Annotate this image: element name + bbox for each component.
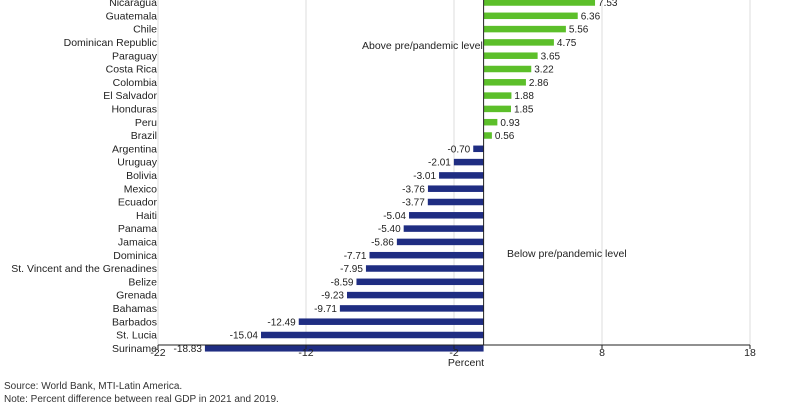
category-label: Barbados: [112, 316, 157, 328]
category-label: Mexico: [124, 183, 157, 195]
bar: [483, 118, 498, 126]
annotation-below: Below pre/pandemic level: [507, 248, 627, 260]
category-label: Peru: [135, 117, 157, 129]
value-label: -5.86: [371, 238, 394, 249]
value-label: -0.70: [447, 144, 470, 155]
category-label: Colombia: [113, 77, 158, 89]
category-label: Ecuador: [118, 197, 158, 209]
category-label: Dominica: [113, 250, 157, 262]
value-label: -18.83: [174, 344, 203, 355]
bar: [298, 318, 484, 325]
bar: [453, 158, 484, 166]
x-tick-label: -22: [150, 347, 165, 359]
bar: [396, 238, 484, 246]
bar: [346, 291, 484, 299]
category-label: Belize: [128, 276, 157, 288]
value-label: -3.77: [402, 198, 425, 209]
bar: [439, 172, 484, 179]
value-label: -7.71: [344, 251, 367, 262]
value-label: -12.49: [267, 317, 296, 328]
category-label: Argentina: [112, 143, 157, 155]
value-label: 7.53: [598, 0, 618, 9]
bar: [369, 251, 484, 259]
bar: [483, 0, 596, 6]
value-label: -8.59: [331, 277, 354, 288]
category-label: St. Lucia: [116, 330, 157, 342]
x-tick-label: -2: [449, 347, 458, 359]
bar: [409, 212, 484, 219]
bar: [473, 145, 484, 153]
x-tick-label: 18: [744, 347, 756, 359]
x-tick-label: -12: [298, 347, 313, 359]
category-label: Jamaica: [118, 237, 157, 249]
category-label: Costa Rica: [106, 64, 158, 76]
value-label: -2.01: [428, 158, 451, 169]
category-label: Honduras: [111, 104, 157, 116]
bar: [339, 305, 484, 312]
value-labels: 7.53 6.36 5.56 4.75 3.65 3.22 2.86 1.88 1.85 0.93…: [174, 0, 618, 355]
bar: [483, 65, 532, 73]
bar: [403, 225, 484, 232]
value-label: 3.22: [534, 65, 554, 76]
bar: [483, 39, 554, 46]
annotation-above: Above pre/pandemic level: [362, 40, 483, 52]
bar: [261, 331, 484, 339]
category-label: Suriname: [112, 343, 157, 355]
bar: [427, 198, 484, 206]
category-label: Panama: [118, 223, 157, 235]
value-label: 1.88: [514, 91, 534, 102]
value-label: -9.71: [314, 304, 337, 315]
value-label: -5.04: [383, 211, 406, 222]
x-axis: -22 -12 -2 8 18: [150, 0, 756, 359]
bars: [204, 0, 596, 352]
value-label: -3.01: [413, 171, 436, 182]
value-label: 2.86: [529, 78, 549, 89]
category-label: Chile: [133, 24, 157, 36]
category-label: St. Vincent and the Grenadines: [11, 263, 157, 275]
value-label: 6.36: [581, 11, 601, 22]
bar: [365, 265, 484, 272]
value-label: -3.76: [402, 184, 425, 195]
value-label: 0.93: [500, 118, 520, 129]
value-label: 1.85: [514, 105, 534, 116]
category-label: Grenada: [116, 290, 157, 302]
value-label: 3.65: [541, 51, 561, 62]
x-tick-label: 8: [599, 347, 605, 359]
category-label: Nicaragua: [109, 0, 157, 9]
category-label: Bolivia: [126, 170, 157, 182]
value-label: 4.75: [557, 38, 577, 49]
category-label: Haiti: [136, 210, 157, 222]
bar: [483, 79, 526, 86]
bar: [356, 278, 484, 286]
bar: [483, 105, 511, 113]
value-label: -7.95: [340, 264, 363, 275]
category-label: Brazil: [131, 130, 157, 142]
category-label: Uruguay: [117, 157, 157, 169]
value-label: -15.04: [230, 331, 259, 342]
value-label: -9.23: [321, 291, 344, 302]
bar: [483, 12, 578, 20]
category-label: Guatemala: [106, 10, 158, 22]
bar: [483, 132, 492, 139]
bar: [483, 92, 512, 99]
category-label: El Salvador: [103, 90, 157, 102]
bar: [204, 345, 484, 352]
bar: [483, 52, 538, 59]
x-axis-title: Percent: [448, 357, 484, 369]
category-label: Dominican Republic: [64, 37, 157, 49]
bar: [483, 25, 566, 33]
value-label: 5.56: [569, 25, 589, 36]
category-label: Bahamas: [113, 303, 157, 315]
category-label: Paraguay: [112, 50, 158, 62]
value-label: -5.40: [378, 224, 401, 235]
bar: [427, 185, 484, 192]
source-text: Source: World Bank, MTI-Latin America.: [4, 381, 183, 392]
value-label: 0.56: [495, 131, 515, 142]
